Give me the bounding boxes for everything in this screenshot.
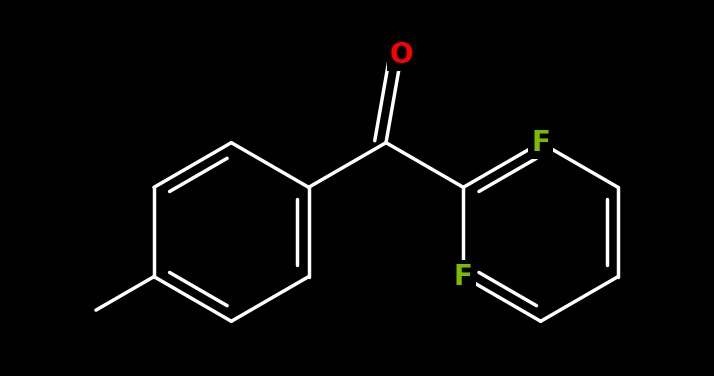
Text: F: F [531,129,550,157]
Text: F: F [454,262,473,291]
Text: O: O [390,41,413,69]
